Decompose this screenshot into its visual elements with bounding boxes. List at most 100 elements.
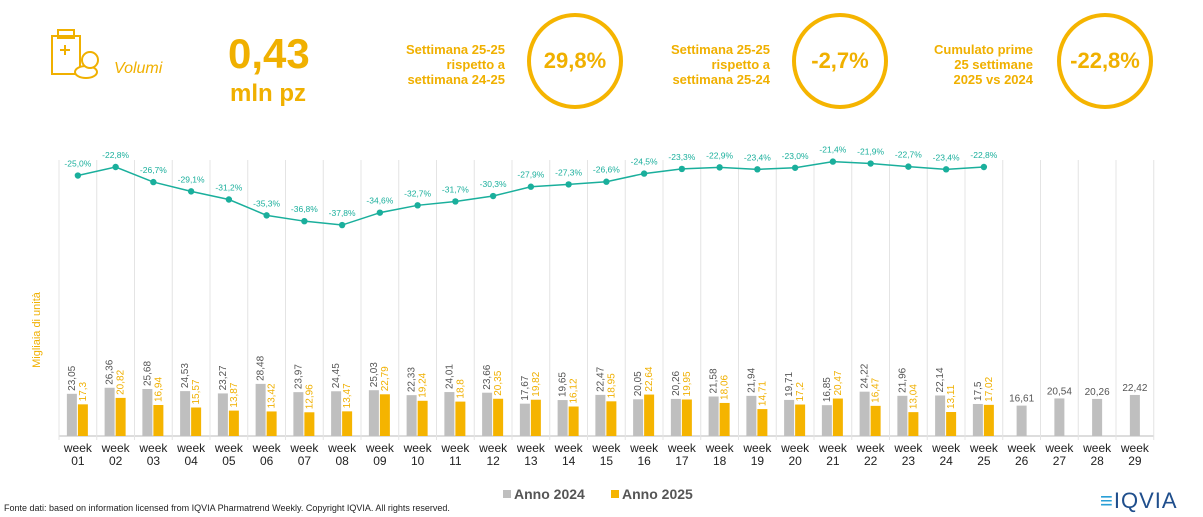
data-label: 19,65 <box>558 372 569 397</box>
data-label: 24,22 <box>860 363 871 388</box>
data-label: 20,26 <box>671 370 682 395</box>
change-label: -22,7% <box>895 150 922 160</box>
x-tick-label: week 06 <box>252 441 281 468</box>
source: Fonte dati: based on information license… <box>4 503 450 513</box>
data-label: 16,47 <box>871 377 882 402</box>
bar <box>719 402 730 436</box>
data-label: 23,05 <box>67 365 78 390</box>
data-label: 20,47 <box>833 370 844 395</box>
bar <box>946 412 957 436</box>
bar <box>568 406 579 436</box>
change-point <box>942 166 950 173</box>
kpi-label-line: 2025 vs 2024 <box>953 72 1033 87</box>
data-label: 18,8 <box>455 379 466 399</box>
bar <box>142 389 153 436</box>
data-label: 19,95 <box>682 371 693 396</box>
bar <box>757 409 768 436</box>
bar <box>417 400 428 436</box>
x-tick-label: week 28 <box>1083 441 1112 468</box>
data-label: 22,79 <box>380 366 391 391</box>
data-label: 19,82 <box>531 371 542 396</box>
change-label: -30,3% <box>480 179 507 189</box>
data-label: 14,71 <box>757 381 768 406</box>
x-tick-label: week 02 <box>101 441 130 468</box>
bar <box>217 393 228 436</box>
change-point <box>905 163 912 170</box>
data-label: 21,58 <box>709 368 720 393</box>
bar <box>104 387 115 436</box>
change-label: -31,7% <box>442 184 469 194</box>
x-tick-label: week 01 <box>63 441 92 468</box>
data-label: 17,3 <box>78 381 89 401</box>
bar <box>444 392 455 436</box>
logo: ≡IQVIA <box>1100 488 1178 514</box>
bar <box>115 397 126 436</box>
data-label: 23,66 <box>482 364 493 389</box>
bar <box>293 392 304 436</box>
bar <box>331 391 342 436</box>
bar <box>66 393 77 436</box>
x-tick-label: week 24 <box>932 441 961 468</box>
data-label: 16,85 <box>822 377 833 402</box>
bar <box>595 394 606 436</box>
change-label: -25,0% <box>64 159 91 169</box>
bar <box>795 404 806 436</box>
x-tick-label: week 27 <box>1045 441 1074 468</box>
change-point <box>565 181 572 188</box>
bar <box>266 411 277 436</box>
bar <box>1016 405 1027 436</box>
data-label: 22,42 <box>1122 383 1147 394</box>
data-label: 17,2 <box>795 382 806 402</box>
change-label: -22,8% <box>970 150 997 160</box>
x-tick-label: week 14 <box>554 441 583 468</box>
data-label: 20,54 <box>1047 386 1072 397</box>
icon-label: Volumi <box>114 60 163 77</box>
data-label: 15,57 <box>191 379 202 404</box>
bar <box>406 395 417 436</box>
change-label: -21,9% <box>857 147 884 157</box>
x-tick-label: week 19 <box>743 441 772 468</box>
change-point <box>603 178 610 185</box>
legend-label: Anno 2024 <box>514 486 585 502</box>
data-label: 28,48 <box>256 355 267 380</box>
change-label: -27,3% <box>555 167 582 177</box>
headline-unit: mln pz <box>230 80 306 107</box>
change-point <box>414 202 421 209</box>
change-label: -22,8% <box>102 150 129 160</box>
x-tick-label: week 20 <box>781 441 810 468</box>
change-point <box>527 183 535 190</box>
bar <box>870 405 881 436</box>
bar <box>606 401 617 436</box>
data-label: 16,61 <box>1009 394 1034 405</box>
data-label: 12,96 <box>304 384 315 409</box>
change-point <box>338 221 346 229</box>
change-point <box>112 163 119 171</box>
data-label: 24,45 <box>331 363 342 388</box>
change-label: -22,9% <box>706 150 733 160</box>
data-label: 13,47 <box>342 383 353 408</box>
change-label: -23,4% <box>744 152 771 162</box>
data-label: 21,96 <box>897 367 908 392</box>
change-label: -23,4% <box>933 152 960 162</box>
x-tick-label: week 11 <box>441 441 470 468</box>
kpi-label-line: rispetto a <box>446 57 505 72</box>
bar <box>482 392 493 436</box>
change-point <box>74 172 82 179</box>
change-label: -32,7% <box>404 188 431 198</box>
bar <box>379 394 390 436</box>
bar <box>530 399 541 436</box>
x-tick-label: week 29 <box>1120 441 1149 468</box>
change-point <box>980 163 988 171</box>
x-tick-label: week 13 <box>516 441 545 468</box>
bar <box>304 412 315 436</box>
kpi-label-line: settimana 25-24 <box>672 72 770 87</box>
headline-value: 0,43 <box>228 30 310 77</box>
data-label: 19,71 <box>784 371 795 396</box>
change-point <box>263 212 270 219</box>
x-tick-label: week 03 <box>139 441 168 468</box>
change-label: -29,1% <box>178 174 205 184</box>
change-point <box>150 178 157 186</box>
data-label: 16,94 <box>153 377 164 402</box>
data-label: 13,42 <box>267 383 278 408</box>
